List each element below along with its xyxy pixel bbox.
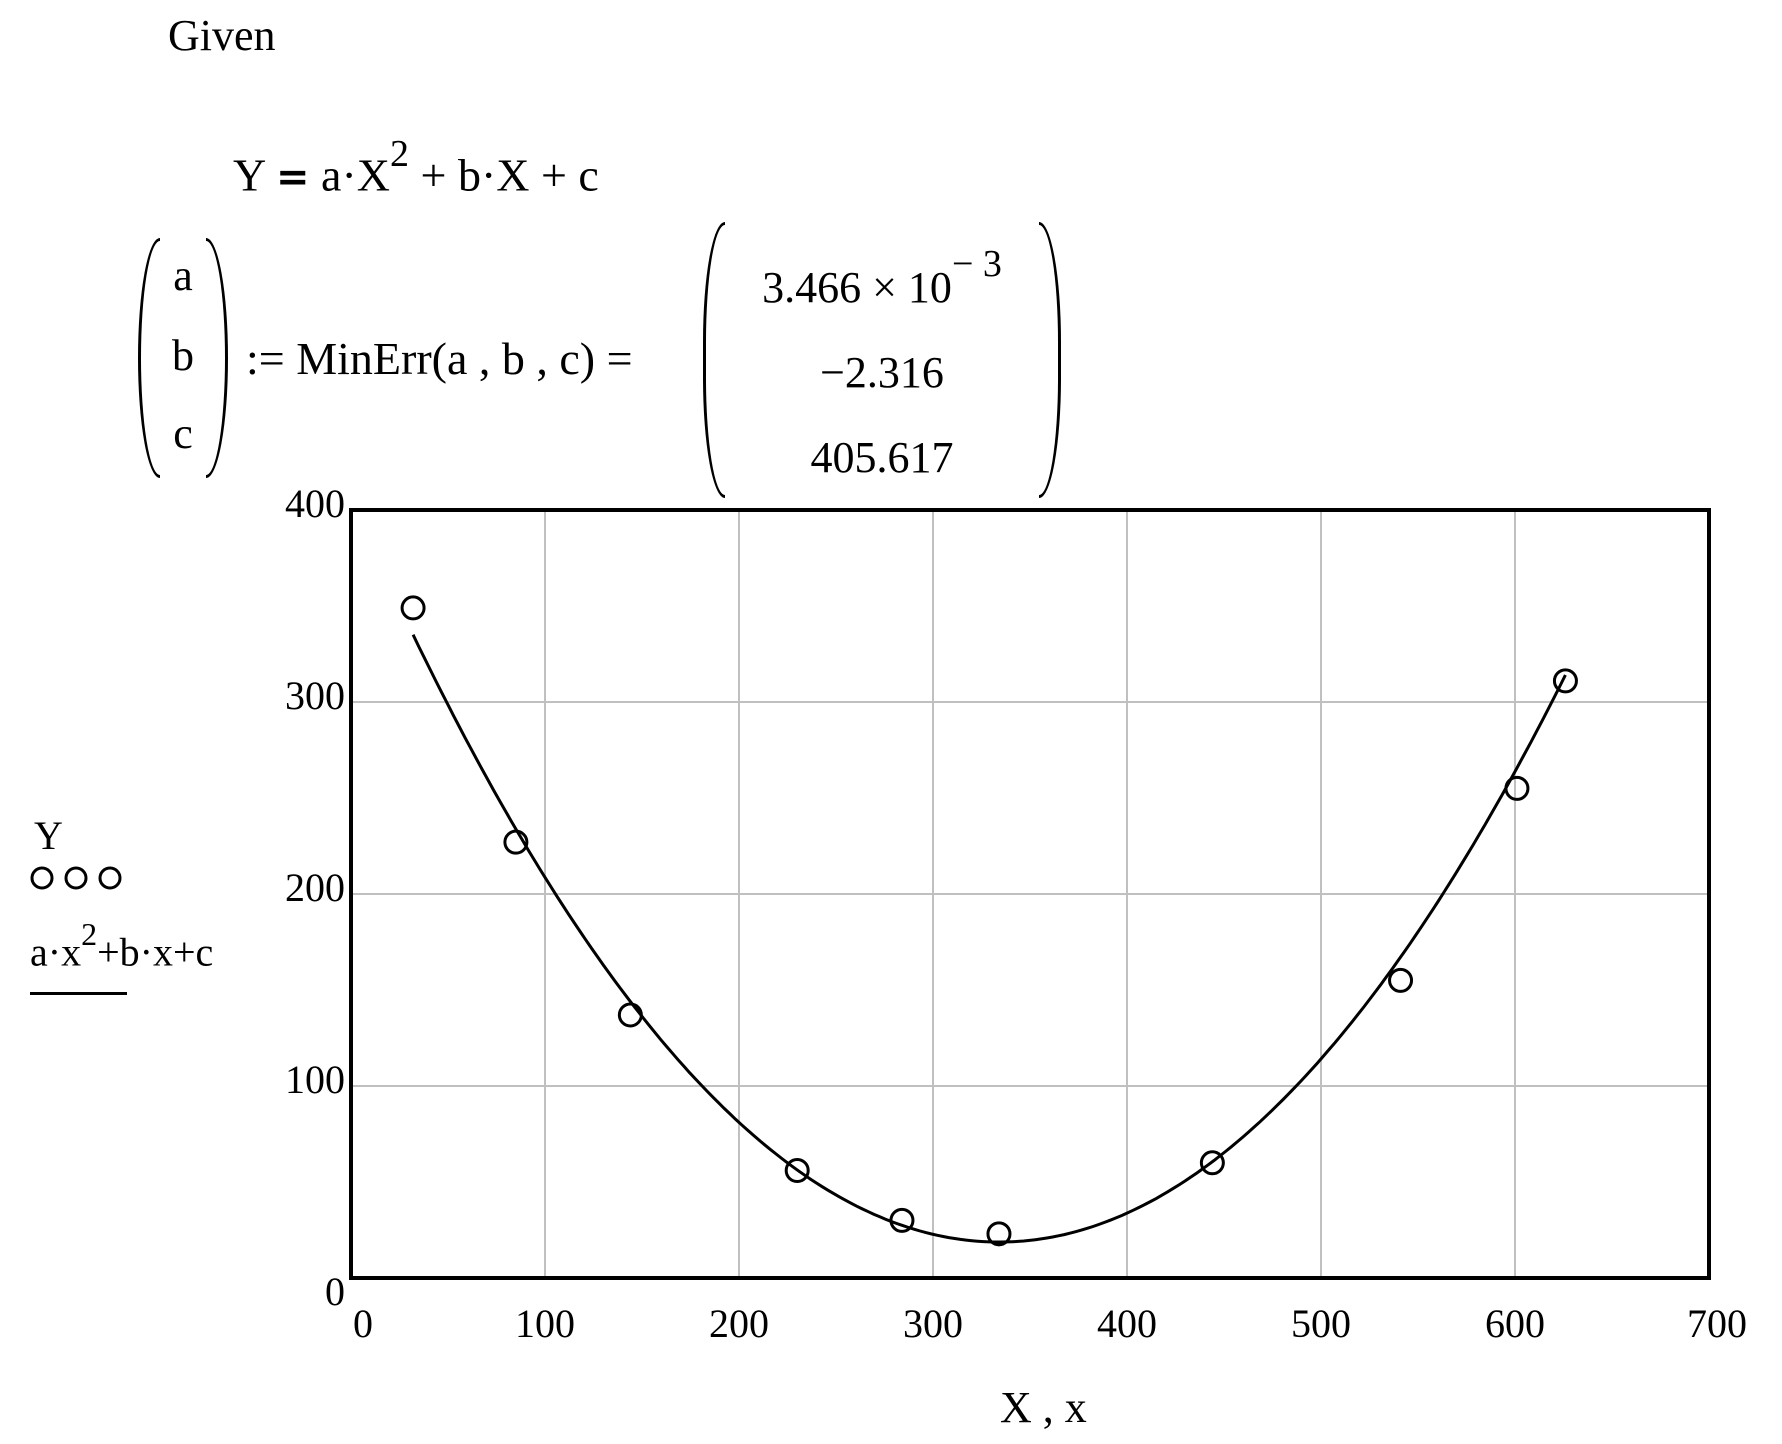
- result-a-mantissa: 3.466 × 10: [762, 263, 952, 312]
- data-point-marker: [1552, 668, 1578, 694]
- data-point-marker: [1388, 967, 1414, 993]
- data-point-marker: [889, 1207, 915, 1233]
- x-tick-label: 500: [1291, 1301, 1351, 1346]
- fit-curve-line: [411, 634, 1567, 1244]
- x-tick-label: 700: [1687, 1301, 1747, 1346]
- vector-b: b: [172, 331, 194, 380]
- data-point-marker: [784, 1157, 810, 1183]
- legend-formula-a: a·x: [30, 929, 82, 975]
- x-tick-label: 400: [1097, 1301, 1157, 1346]
- constraint-equation: Y = a·X2 + b·X + c: [233, 133, 599, 201]
- vector-c: c: [173, 409, 193, 458]
- y-tick-label: 300: [285, 673, 345, 718]
- boolean-equals-operator: =: [276, 154, 310, 201]
- result-vector: 3.466 × 10− 3 −2.316 405.617: [703, 222, 1061, 498]
- constraint-rhs-a: a·X: [321, 149, 390, 201]
- data-point-marker: [1199, 1150, 1225, 1176]
- minerr-expression: := MinErr(a , b , c) =: [246, 333, 633, 384]
- result-b: −2.316: [820, 348, 944, 397]
- y-tick-label: 400: [285, 481, 345, 526]
- constraint-lhs: Y: [233, 149, 265, 201]
- given-keyword: Given: [168, 11, 276, 60]
- y-tick-label: 200: [285, 865, 345, 910]
- result-a: 3.466 × 10− 3: [703, 243, 1061, 313]
- data-point-marker: [617, 1002, 643, 1028]
- x-axis-label: X , x: [1000, 1383, 1087, 1432]
- data-point-markers: [400, 595, 1578, 1247]
- legend-formula-exp: 2: [81, 916, 98, 952]
- x-tick-label: 200: [709, 1301, 769, 1346]
- y-tick-label: 0: [325, 1269, 345, 1314]
- legend-formula-rest: +b·x+c: [97, 929, 214, 975]
- data-point-marker: [400, 595, 426, 621]
- grid-lines: [351, 510, 1709, 1278]
- lhs-vector: a b c: [138, 238, 228, 478]
- x-tick-label: 100: [515, 1301, 575, 1346]
- legend-circle-markers-icon: [30, 866, 122, 890]
- constraint-rhs-rest: + b·X + c: [409, 149, 599, 201]
- legend-series2-formula: a·x2+b·x+c: [30, 916, 214, 975]
- x-tick-label: 600: [1485, 1301, 1545, 1346]
- constraint-exponent: 2: [390, 133, 409, 175]
- data-point-marker: [986, 1221, 1012, 1247]
- result-a-exponent: − 3: [951, 243, 1002, 285]
- data-point-marker: [1504, 775, 1530, 801]
- legend-series1-name: Y: [34, 813, 63, 858]
- x-tick-label: 0: [353, 1301, 373, 1346]
- result-c: 405.617: [810, 433, 954, 482]
- y-tick-label: 100: [285, 1057, 345, 1102]
- plot-frame: [349, 508, 1711, 1280]
- vector-a: a: [173, 251, 193, 300]
- data-point-marker: [503, 829, 529, 855]
- legend-solid-line-icon: [30, 992, 127, 995]
- x-tick-label: 300: [903, 1301, 963, 1346]
